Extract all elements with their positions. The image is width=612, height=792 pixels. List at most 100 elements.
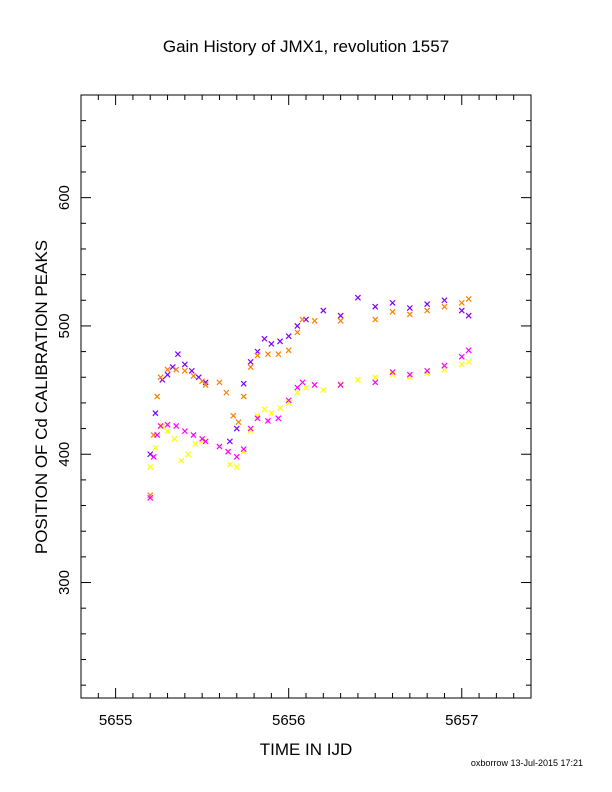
data-point [406, 304, 413, 311]
data-point [147, 492, 154, 499]
data-point [299, 379, 306, 386]
data-point [406, 371, 413, 378]
credit-text: oxborrow 13-Jul-2015 17:21 [471, 758, 583, 768]
data-point [230, 412, 237, 419]
data-point [275, 415, 282, 422]
data-point [268, 410, 275, 417]
data-point [147, 464, 154, 471]
data-point [441, 362, 448, 369]
data-point [190, 431, 197, 439]
data-point [337, 381, 344, 388]
data-point [264, 351, 271, 358]
data-point [285, 347, 292, 354]
data-point [173, 422, 180, 430]
y-axis-label: POSITION OF Cd CALIBRATION PEAKS [32, 240, 51, 554]
data-point [169, 363, 176, 371]
data-point [216, 443, 223, 450]
data-point [424, 307, 431, 314]
chart-title: Gain History of JMX1, revolution 1557 [163, 37, 449, 56]
data-point [275, 351, 282, 358]
data-point [337, 317, 344, 324]
data-point [372, 303, 379, 310]
data-point [247, 425, 254, 432]
data-point [225, 448, 232, 455]
data-point [302, 384, 310, 391]
x-tick-label: 5657 [445, 712, 478, 729]
data-point [164, 428, 171, 435]
data-point [181, 367, 188, 374]
data-point [354, 294, 361, 301]
data-point [164, 371, 171, 378]
data-point [202, 438, 209, 445]
data-point [233, 464, 240, 471]
data-point [458, 353, 465, 360]
data-point [372, 374, 379, 381]
data-point [147, 451, 154, 458]
data-point [181, 361, 188, 368]
data-point [171, 435, 178, 442]
data-point [261, 335, 268, 342]
plot-frame [80, 94, 532, 699]
data-point [458, 299, 465, 306]
data-point [233, 453, 240, 460]
x-tick-label: 5656 [272, 712, 305, 729]
data-point [173, 366, 180, 373]
data-point [147, 494, 154, 501]
data-point [458, 307, 465, 314]
data-point [226, 438, 233, 445]
data-point [465, 358, 472, 365]
data-point [264, 417, 271, 424]
data-point [406, 311, 413, 318]
data-point [372, 316, 379, 323]
y-tick-label: 600 [56, 185, 73, 210]
data-point [154, 431, 161, 439]
data-point [159, 422, 166, 430]
data-point [152, 410, 159, 417]
data-point [261, 406, 268, 413]
data-point [294, 384, 301, 391]
data-point [268, 340, 275, 347]
data-point [154, 393, 161, 400]
data-point [240, 446, 247, 453]
data-point [285, 333, 292, 340]
data-point [254, 415, 261, 422]
data-point [465, 347, 472, 354]
data-point [247, 358, 254, 365]
data-point [185, 451, 192, 458]
data-point [277, 338, 284, 345]
series-2 [147, 295, 472, 499]
data-point [372, 379, 379, 386]
data-point [247, 363, 254, 371]
data-point [441, 303, 448, 310]
data-point [223, 389, 230, 396]
data-point [465, 295, 472, 303]
data-point [157, 422, 164, 430]
data-marks [147, 294, 472, 501]
data-point [285, 397, 292, 404]
data-point [199, 435, 206, 442]
data-point [277, 405, 284, 412]
data-point [254, 352, 261, 359]
data-point [181, 428, 188, 435]
data-point [354, 376, 361, 383]
data-point [202, 379, 209, 386]
data-point [320, 387, 327, 394]
data-point [320, 307, 327, 314]
data-point [406, 374, 413, 381]
data-point [311, 317, 318, 324]
x-axis-ticks: 5655 5656 5657 [80, 95, 532, 729]
data-point [299, 316, 306, 323]
data-point [202, 381, 209, 388]
data-point [164, 366, 171, 373]
data-point [240, 380, 247, 387]
data-point [254, 412, 261, 419]
data-point [164, 421, 171, 428]
data-point [226, 461, 233, 468]
data-point [424, 370, 431, 377]
data-point [458, 361, 465, 368]
data-point [150, 453, 157, 460]
data-point [424, 367, 431, 374]
data-point [337, 380, 344, 387]
data-point [216, 379, 223, 386]
data-point [235, 419, 242, 426]
